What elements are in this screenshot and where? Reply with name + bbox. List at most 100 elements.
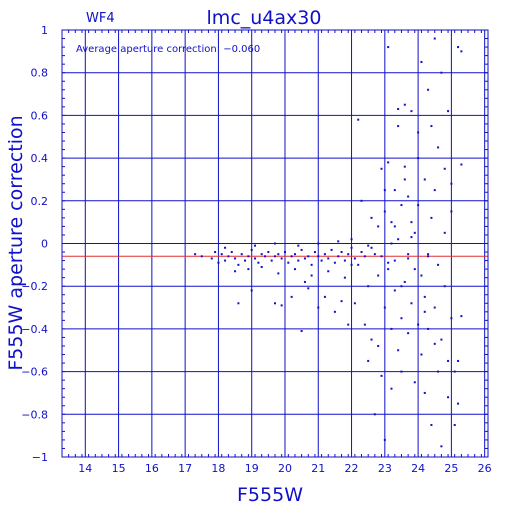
data-point [237, 302, 240, 305]
data-point [380, 374, 383, 377]
data-point [274, 242, 276, 245]
y-tick-label: −1 [32, 451, 48, 464]
data-point [410, 236, 413, 239]
data-point [420, 353, 423, 356]
data-point [360, 251, 363, 254]
x-tick-label: 18 [211, 462, 225, 475]
data-point [317, 255, 320, 258]
data-point [303, 280, 306, 283]
data-point [293, 268, 296, 271]
data-point [297, 259, 300, 262]
data-point [250, 248, 253, 251]
data-point [267, 251, 270, 254]
data-point [390, 327, 393, 330]
data-point [437, 370, 440, 373]
data-point [390, 387, 393, 390]
y-tick-label: 0.2 [31, 195, 49, 208]
data-point [257, 261, 260, 264]
data-point [357, 118, 360, 121]
data-point [310, 263, 313, 266]
y-tick-label: −0.8 [21, 408, 48, 421]
data-point [433, 189, 436, 192]
data-point [440, 338, 443, 341]
data-point [240, 253, 243, 256]
data-point [420, 274, 423, 277]
data-point [453, 370, 456, 373]
data-point [400, 370, 403, 373]
y-tick-label: 1 [41, 24, 48, 37]
data-point [430, 216, 433, 219]
data-point [237, 263, 240, 266]
data-point [247, 268, 250, 271]
data-point [217, 261, 220, 264]
data-point [307, 287, 310, 290]
data-point [333, 310, 336, 313]
data-point [277, 253, 280, 256]
data-point [427, 253, 430, 256]
data-point [387, 268, 390, 271]
data-point [194, 253, 197, 256]
data-point [413, 231, 416, 234]
x-axis-label: F555W [237, 484, 303, 506]
data-point [377, 225, 380, 228]
data-point [447, 110, 450, 113]
data-point [293, 253, 296, 256]
data-point [340, 300, 343, 303]
data-point [277, 272, 280, 275]
data-point [254, 257, 257, 260]
data-point [360, 199, 363, 202]
data-point [380, 255, 383, 258]
data-point [400, 285, 403, 288]
data-point [370, 246, 373, 249]
data-point [440, 71, 443, 74]
data-point [437, 263, 440, 266]
y-tick-label: −0.4 [21, 323, 48, 336]
data-point [450, 182, 453, 185]
data-point [363, 323, 366, 326]
data-point [433, 306, 436, 309]
data-point [247, 255, 250, 258]
data-point [397, 107, 400, 110]
data-point [244, 259, 247, 262]
x-tick-label: 26 [478, 462, 492, 475]
x-tick-label: 19 [245, 462, 259, 475]
x-tick-label: 17 [178, 462, 192, 475]
data-point [443, 231, 446, 234]
y-tick-label: 0.8 [31, 67, 49, 80]
data-point [327, 257, 330, 260]
data-point [403, 178, 406, 181]
data-point [387, 161, 390, 164]
plot-frame [61, 29, 489, 458]
data-point [443, 285, 446, 288]
data-point [427, 255, 430, 258]
data-point [323, 295, 326, 298]
data-point [397, 125, 400, 128]
data-point [317, 306, 320, 309]
data-point [310, 274, 313, 277]
data-point [337, 240, 340, 243]
data-point [313, 251, 316, 254]
data-point [397, 349, 400, 352]
data-point [260, 265, 263, 268]
data-point [370, 216, 373, 219]
corner-label: WF4 [86, 11, 115, 26]
data-point [427, 327, 430, 330]
chart-title: lmc_u4ax30 [207, 7, 322, 29]
data-point [423, 178, 426, 181]
x-tick-label: 23 [378, 462, 392, 475]
x-tick-label: 24 [411, 462, 425, 475]
data-point [383, 189, 386, 192]
data-point [417, 157, 420, 160]
data-point [347, 253, 350, 256]
data-point [397, 238, 400, 241]
data-point [214, 251, 217, 254]
data-point [300, 330, 303, 333]
data-point [383, 438, 386, 441]
data-point [353, 302, 356, 305]
data-point [290, 255, 293, 258]
data-point [274, 302, 276, 305]
data-point [407, 257, 410, 260]
data-point [363, 255, 366, 258]
annotation-text: Average aperture correction: −0.060 [76, 44, 260, 55]
data-point [403, 165, 406, 168]
